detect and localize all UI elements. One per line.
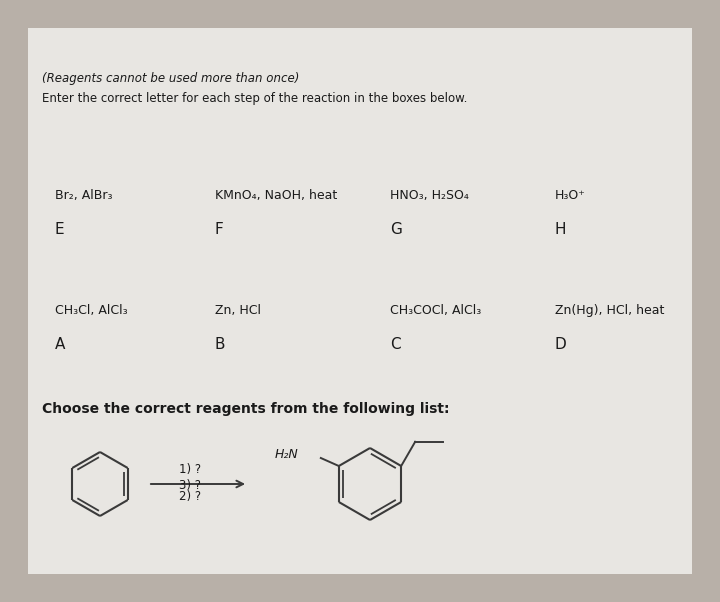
Text: B: B xyxy=(215,337,225,352)
Text: H₂N: H₂N xyxy=(275,447,299,461)
Text: CH₃Cl, AlCl₃: CH₃Cl, AlCl₃ xyxy=(55,304,127,317)
Text: HNO₃, H₂SO₄: HNO₃, H₂SO₄ xyxy=(390,189,469,202)
Text: Enter the correct letter for each step of the reaction in the boxes below.: Enter the correct letter for each step o… xyxy=(42,92,467,105)
Text: 2) ?: 2) ? xyxy=(179,490,201,503)
Text: F: F xyxy=(215,222,224,237)
Text: (Reagents cannot be used more than once): (Reagents cannot be used more than once) xyxy=(42,72,300,85)
Text: 3) ?: 3) ? xyxy=(179,479,201,492)
Text: Br₂, AlBr₃: Br₂, AlBr₃ xyxy=(55,189,112,202)
Text: C: C xyxy=(390,337,400,352)
Text: Zn, HCl: Zn, HCl xyxy=(215,304,261,317)
Text: G: G xyxy=(390,222,402,237)
Text: Choose the correct reagents from the following list:: Choose the correct reagents from the fol… xyxy=(42,402,449,416)
Text: CH₃COCl, AlCl₃: CH₃COCl, AlCl₃ xyxy=(390,304,481,317)
Text: 1) ?: 1) ? xyxy=(179,463,201,476)
Text: A: A xyxy=(55,337,66,352)
Text: H₃O⁺: H₃O⁺ xyxy=(555,189,586,202)
FancyBboxPatch shape xyxy=(28,28,692,574)
Text: E: E xyxy=(55,222,65,237)
Text: D: D xyxy=(555,337,567,352)
Text: Zn(Hg), HCl, heat: Zn(Hg), HCl, heat xyxy=(555,304,665,317)
Text: H: H xyxy=(555,222,567,237)
Text: KMnO₄, NaOH, heat: KMnO₄, NaOH, heat xyxy=(215,189,337,202)
